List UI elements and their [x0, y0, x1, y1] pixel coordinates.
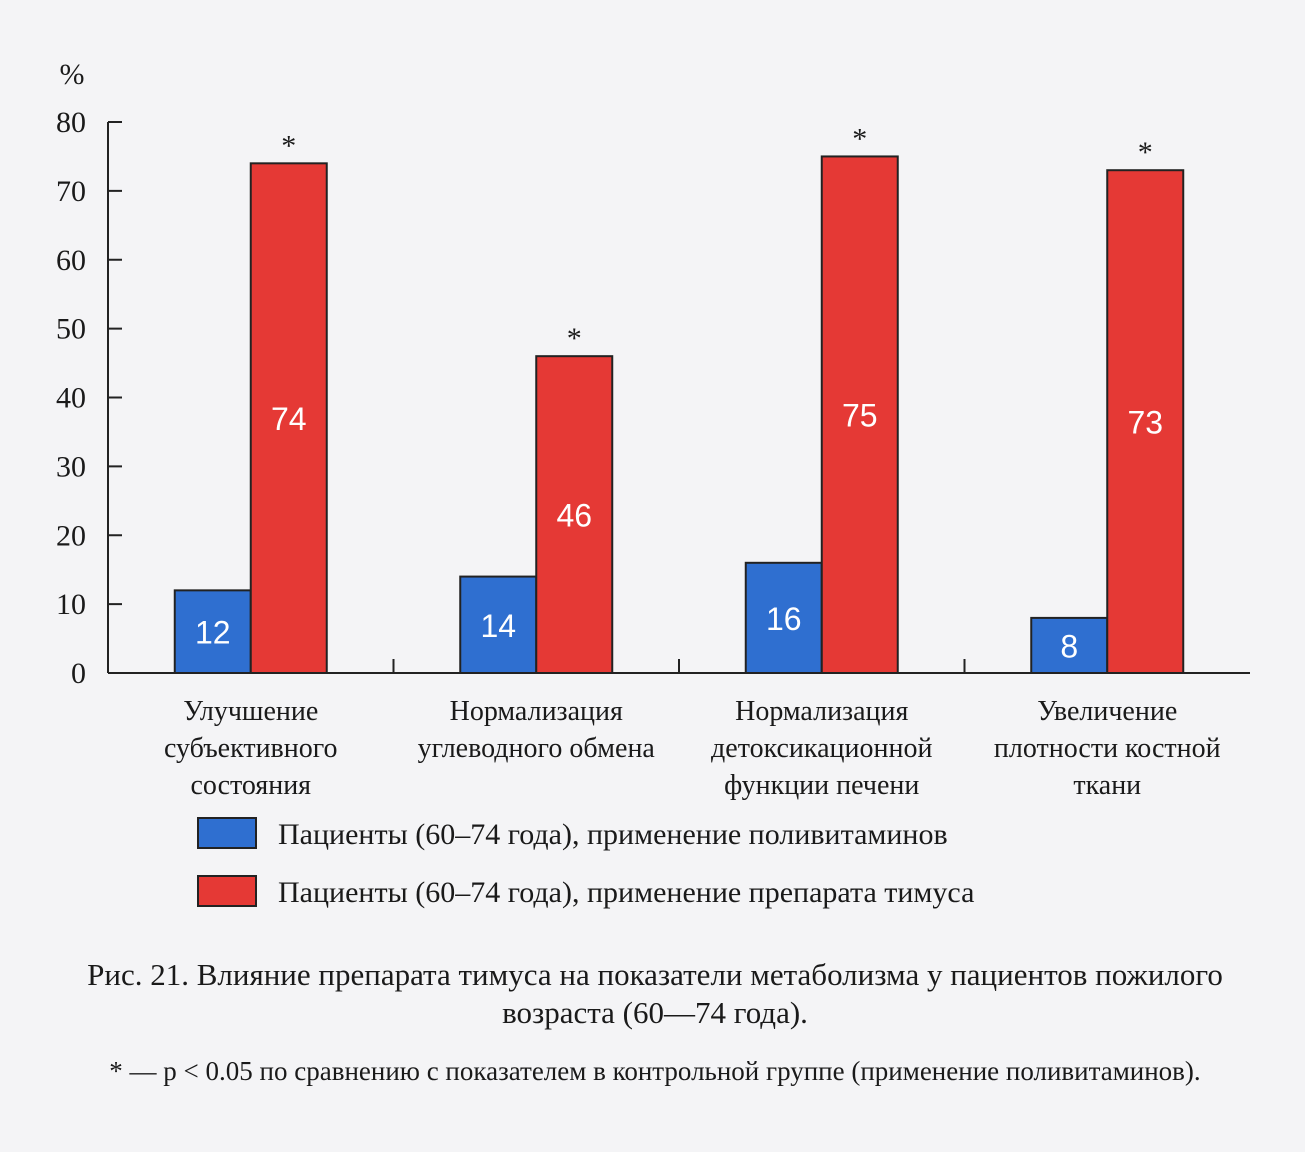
legend-label: Пациенты (60–74 года), применение препар… — [278, 876, 974, 909]
x-category-label: Нормализация — [735, 696, 908, 727]
legend-label: Пациенты (60–74 года), применение поливи… — [278, 818, 948, 851]
y-tick-label: 10 — [56, 588, 86, 621]
bar — [173, 589, 252, 674]
x-category-label: углеводного обмена — [418, 733, 656, 764]
x-category-label: субъективного — [164, 733, 338, 764]
figure-caption: Рис. 21. Влияние препарата тимуса на пок… — [87, 957, 1223, 1030]
figure-footnote: * — p < 0.05 по сравнению с показателем … — [109, 1056, 1201, 1086]
bar-value-label: 16 — [766, 601, 802, 637]
bar-value-label: 8 — [1060, 628, 1078, 664]
bar — [459, 575, 538, 675]
y-tick-label: 60 — [56, 244, 86, 277]
significance-marker: * — [567, 322, 582, 355]
x-category-label: состояния — [190, 770, 311, 801]
bar — [1030, 616, 1109, 675]
bar-value-label: 12 — [195, 615, 231, 651]
x-category-label: Нормализация — [450, 696, 623, 727]
bar — [820, 155, 899, 674]
bar-value-label: 14 — [480, 608, 516, 644]
y-tick-label: 70 — [56, 175, 86, 208]
bar-value-label: 46 — [556, 498, 592, 534]
y-tick-label: 20 — [56, 519, 86, 552]
significance-marker: * — [1138, 136, 1153, 169]
bar — [249, 162, 328, 674]
bar — [1106, 169, 1185, 674]
y-tick-label: 30 — [56, 450, 86, 483]
bar-value-label: 74 — [271, 401, 307, 437]
x-category-label: плотности костной — [994, 733, 1221, 764]
x-category-label: функции печени — [724, 770, 919, 801]
x-category-label: Увеличение — [1037, 696, 1177, 727]
significance-marker: * — [281, 129, 296, 162]
bar — [535, 355, 614, 674]
bar-value-label: 73 — [1127, 405, 1163, 441]
y-tick-label: 80 — [56, 106, 86, 139]
bar — [744, 561, 823, 674]
y-axis-label: % — [60, 58, 85, 91]
bar-value-label: 75 — [842, 398, 878, 434]
y-tick-label: 0 — [71, 657, 86, 690]
x-category-label: ткани — [1073, 770, 1141, 801]
y-tick-label: 40 — [56, 382, 86, 415]
legend-swatch — [197, 875, 257, 907]
x-category-label: Улучшение — [183, 696, 318, 727]
significance-marker: * — [852, 122, 867, 155]
legend-swatch — [197, 817, 257, 849]
x-category-label: детоксикационной — [711, 733, 932, 764]
bar-chart: 0 10 20 30 40 50 60 70 80% 12 74 * Улучшение субъекти… — [56, 58, 1250, 909]
y-tick-label: 50 — [56, 313, 86, 346]
